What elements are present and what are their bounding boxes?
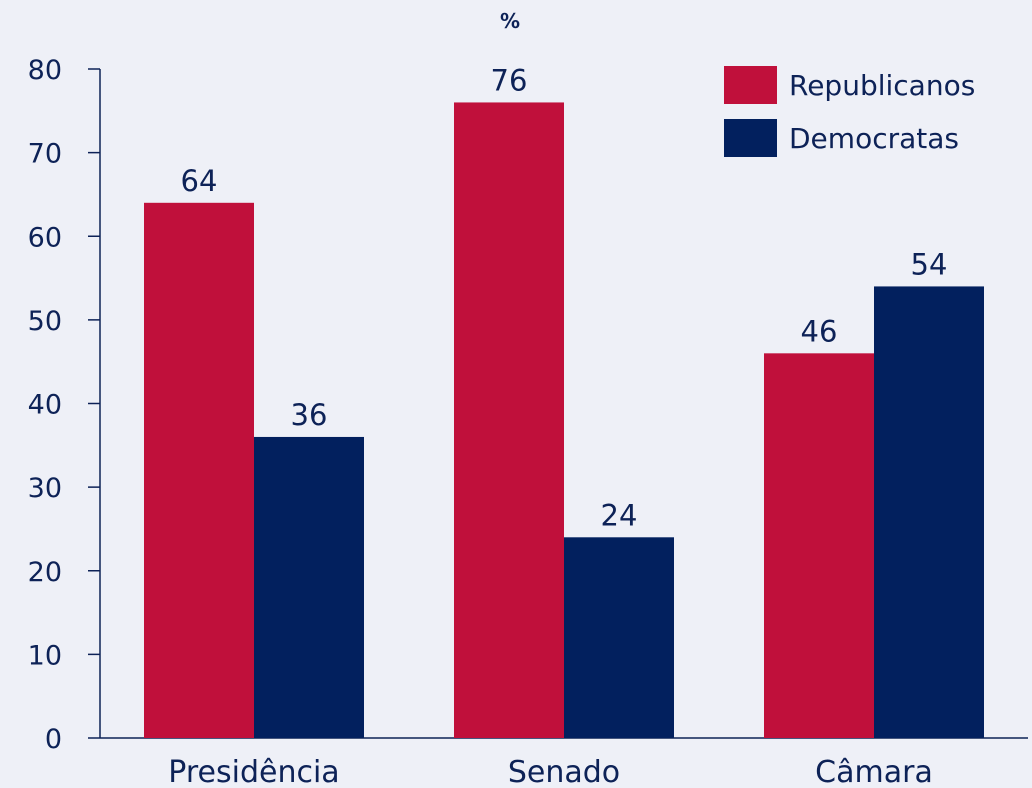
y-tick-label: 0	[45, 724, 62, 755]
bar	[144, 202, 254, 739]
bar-value-label: 46	[801, 314, 838, 348]
legend-label: Republicanos	[789, 69, 975, 102]
bar	[254, 436, 364, 738]
y-tick-label: 10	[28, 640, 62, 671]
y-tick-label: 20	[28, 557, 62, 588]
x-category-label: Senado	[508, 755, 620, 788]
legend-label: Democratas	[789, 122, 959, 155]
x-category-label: Câmara	[815, 755, 933, 788]
bar-value-label: 36	[291, 398, 328, 432]
y-tick-label: 60	[28, 222, 62, 253]
x-category-label: Presidência	[168, 755, 339, 788]
bar	[874, 286, 984, 738]
bar	[564, 537, 674, 738]
y-tick-label: 80	[28, 55, 62, 86]
unit-label: %	[500, 9, 520, 33]
bar-value-label: 76	[491, 63, 528, 97]
y-tick-label: 50	[28, 306, 62, 337]
bar-value-label: 64	[181, 164, 218, 198]
bar-value-label: 54	[911, 247, 948, 281]
bar	[454, 102, 564, 738]
legend-swatch	[724, 119, 777, 157]
bars: 64 36 Presidência 76 24 Senado 46 54 Câmara	[144, 63, 984, 788]
y-tick-label: 40	[28, 390, 62, 421]
y-tick-label: 70	[28, 139, 62, 170]
y-tick-label: 30	[28, 473, 62, 504]
legend-swatch	[724, 66, 777, 104]
bar-value-label: 24	[601, 498, 638, 532]
legend: Republicanos Democratas	[724, 66, 975, 157]
bar	[764, 353, 874, 738]
